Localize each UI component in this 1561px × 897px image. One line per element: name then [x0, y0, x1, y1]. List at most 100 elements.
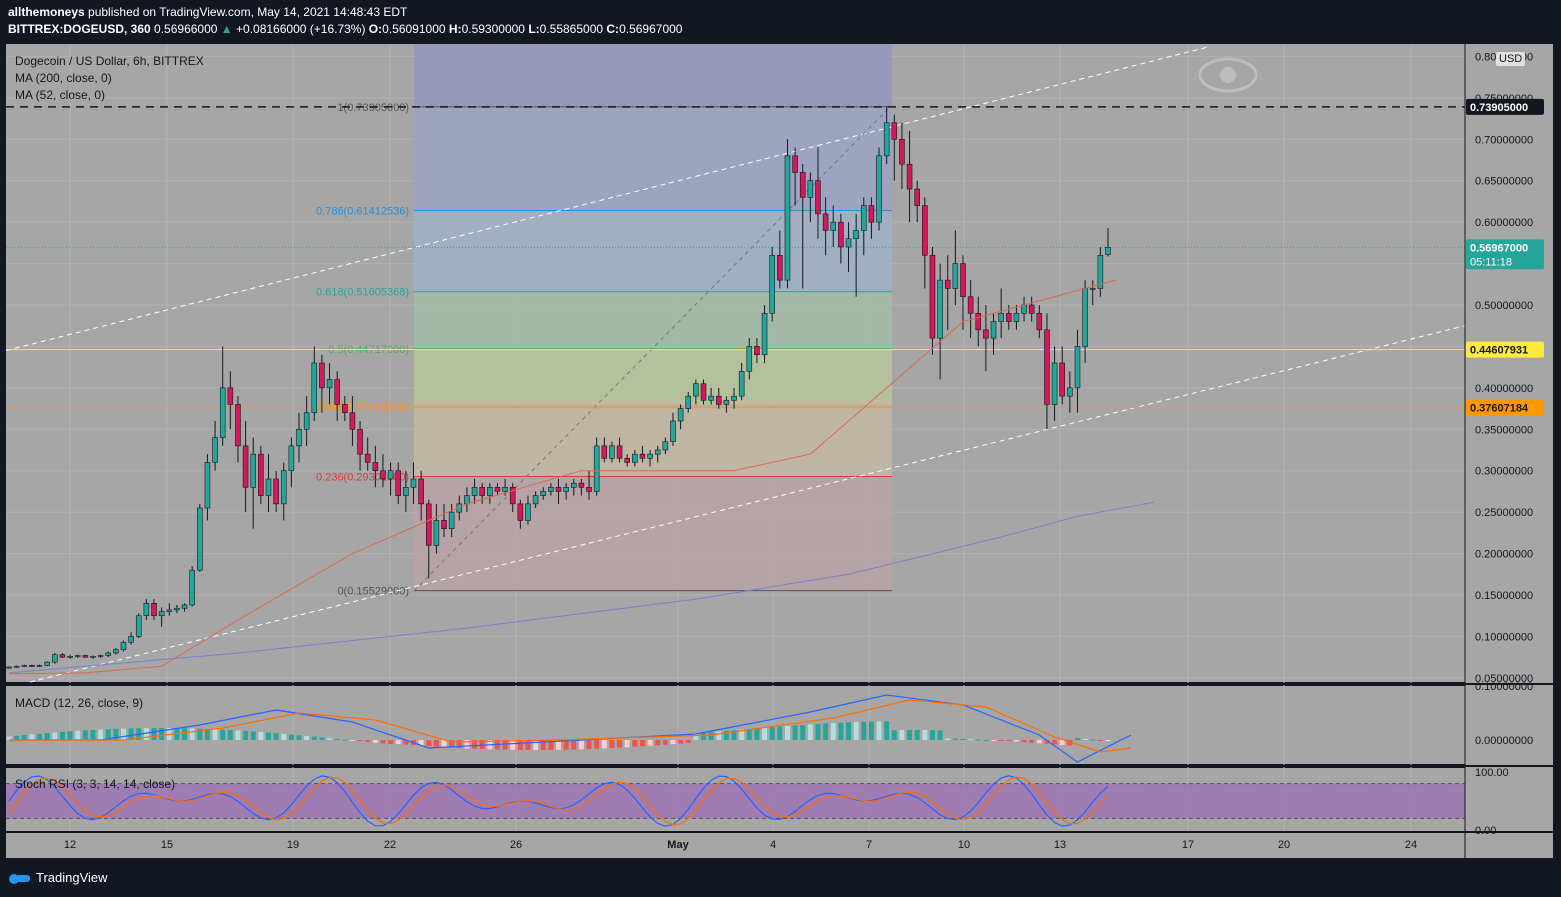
- candle: [364, 437, 371, 471]
- macd-histogram-bar: [1021, 740, 1027, 743]
- candle-body: [1074, 346, 1081, 389]
- candle: [1097, 247, 1104, 297]
- candle-body: [128, 636, 134, 643]
- stoch-rsi-label[interactable]: Stoch RSI (3, 3, 14, 14, close): [15, 777, 176, 791]
- candle: [860, 197, 867, 256]
- candle: [838, 213, 844, 264]
- macd-histogram-bar: [296, 735, 302, 740]
- candle: [1044, 313, 1050, 430]
- macd-histogram-bar: [334, 738, 340, 740]
- author-name[interactable]: allthemoneys: [8, 5, 85, 19]
- macd-histogram-bar: [44, 733, 50, 740]
- candle-body: [227, 387, 234, 405]
- candle: [624, 454, 630, 467]
- candle-body: [738, 370, 745, 397]
- macd-histogram-bar: [1013, 740, 1019, 742]
- candle: [738, 363, 745, 401]
- candle-body: [1006, 312, 1012, 322]
- legend-ma52[interactable]: MA (52, close, 0): [15, 88, 106, 102]
- macd-histogram-bar: [861, 721, 867, 740]
- macd-histogram-bar: [1006, 740, 1012, 742]
- candle-body: [1067, 387, 1073, 397]
- candle-body: [219, 387, 226, 438]
- candle-body: [677, 408, 684, 422]
- candle: [219, 346, 226, 446]
- candle-body: [303, 412, 310, 430]
- macd-histogram-bar: [258, 731, 264, 740]
- high-value: 0.59300000: [461, 22, 525, 36]
- candle-body: [517, 503, 524, 521]
- macd-histogram-bar: [128, 728, 134, 740]
- candle-body: [273, 478, 279, 505]
- candle-body: [914, 188, 920, 206]
- price-label-last: [1466, 239, 1544, 270]
- y-tick-label: 0.25000000: [1475, 507, 1533, 519]
- x-tick-label: 13: [1054, 839, 1066, 851]
- x-tick-label: 19: [287, 839, 299, 851]
- candle: [151, 599, 157, 620]
- candle: [410, 462, 417, 504]
- candle: [235, 396, 241, 463]
- candle: [563, 483, 569, 500]
- x-tick-label: May: [667, 839, 689, 851]
- legend-ma200[interactable]: MA (200, close, 0): [15, 71, 112, 85]
- y-tick-label: 0.35000000: [1475, 424, 1533, 436]
- stoch-band: [6, 783, 1465, 819]
- footer-brand[interactable]: TradingView: [36, 870, 108, 885]
- candle: [647, 450, 653, 467]
- candle-body: [983, 329, 989, 339]
- candle: [570, 479, 577, 496]
- macd-histogram-bar: [59, 731, 65, 740]
- candle: [166, 603, 173, 616]
- candle: [754, 338, 760, 363]
- currency-badge[interactable]: USD: [1496, 52, 1526, 66]
- macd-histogram-bar: [784, 725, 790, 740]
- candle: [21, 664, 28, 668]
- candle-body: [288, 445, 295, 472]
- candle: [387, 462, 394, 496]
- symbol-line: BITTREX:DOGEUSD, 360: [8, 22, 151, 36]
- candle-body: [586, 486, 592, 492]
- macd-histogram-bar: [304, 735, 310, 740]
- macd-histogram-bar: [426, 740, 432, 747]
- candle: [906, 131, 913, 223]
- macd-histogram-bar: [540, 740, 546, 750]
- tradingview-logo-icon: [9, 873, 30, 884]
- low-value: 0.55865000: [539, 22, 604, 36]
- candle: [181, 603, 188, 612]
- candle: [372, 445, 379, 488]
- candle: [105, 651, 111, 658]
- candle: [403, 470, 409, 513]
- macd-label[interactable]: MACD (12, 26, close, 9): [15, 696, 144, 710]
- candle-body: [967, 296, 974, 314]
- candle-body: [777, 254, 783, 281]
- macd-histogram-bar: [1044, 740, 1050, 744]
- candle: [937, 263, 943, 380]
- candle-body: [944, 279, 951, 289]
- macd-histogram-bar: [807, 724, 813, 740]
- candle: [731, 387, 737, 409]
- macd-histogram-bar: [1105, 740, 1111, 741]
- candle-body: [860, 205, 867, 231]
- macd-histogram-bar: [1067, 740, 1073, 746]
- candle: [548, 483, 554, 496]
- candle-body: [334, 379, 340, 405]
- fib-zone: [414, 476, 892, 591]
- macd-histogram-bar: [678, 740, 684, 744]
- candle: [815, 147, 821, 239]
- fib-zone: [414, 405, 892, 477]
- macd-histogram-bar: [754, 728, 760, 740]
- candle-body: [448, 511, 455, 530]
- candle-body: [113, 649, 119, 654]
- candle-body: [815, 180, 821, 215]
- macd-histogram-bar: [517, 740, 523, 750]
- candle: [395, 462, 402, 504]
- macd-histogram-bar: [21, 735, 27, 740]
- candle-body: [693, 383, 699, 397]
- candle-body: [624, 457, 630, 463]
- candle: [433, 503, 440, 554]
- macd-histogram-bar: [594, 740, 600, 749]
- candle: [380, 454, 386, 488]
- candle-body: [21, 665, 28, 667]
